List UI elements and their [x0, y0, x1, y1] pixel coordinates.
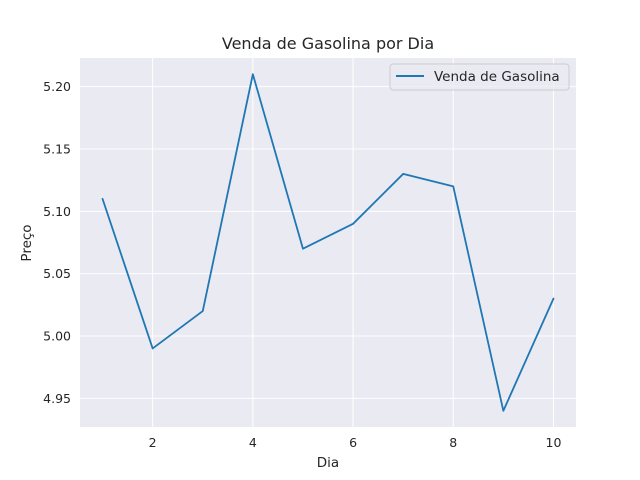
grid-lines — [80, 58, 576, 427]
y-tick-label: 4.95 — [43, 391, 71, 406]
legend: Venda de Gasolina — [389, 63, 570, 91]
x-tick-labels: 2 4 6 8 10 — [149, 435, 562, 450]
x-tick-label: 8 — [449, 435, 457, 450]
legend-label: Venda de Gasolina — [434, 69, 560, 85]
x-tick-label: 6 — [349, 435, 357, 450]
y-tick-label: 5.10 — [43, 204, 71, 219]
y-tick-label: 5.00 — [43, 328, 71, 343]
y-tick-label: 5.15 — [43, 142, 71, 157]
series-layer — [101, 73, 555, 412]
x-tick-label: 2 — [149, 435, 157, 450]
y-axis-label: Preço — [19, 224, 35, 261]
chart-title: Venda de Gasolina por Dia — [222, 34, 434, 53]
x-tick-label: 10 — [546, 435, 562, 450]
y-tick-label: 5.05 — [43, 266, 71, 281]
y-tick-labels: 4.95 5.00 5.05 5.10 5.15 5.20 — [43, 79, 71, 406]
plot-background — [80, 58, 576, 427]
y-tick-label: 5.20 — [43, 79, 71, 94]
series-line — [101, 73, 555, 412]
legend-box — [389, 63, 570, 91]
x-axis-label: Dia — [317, 455, 339, 471]
x-tick-label: 4 — [249, 435, 257, 450]
